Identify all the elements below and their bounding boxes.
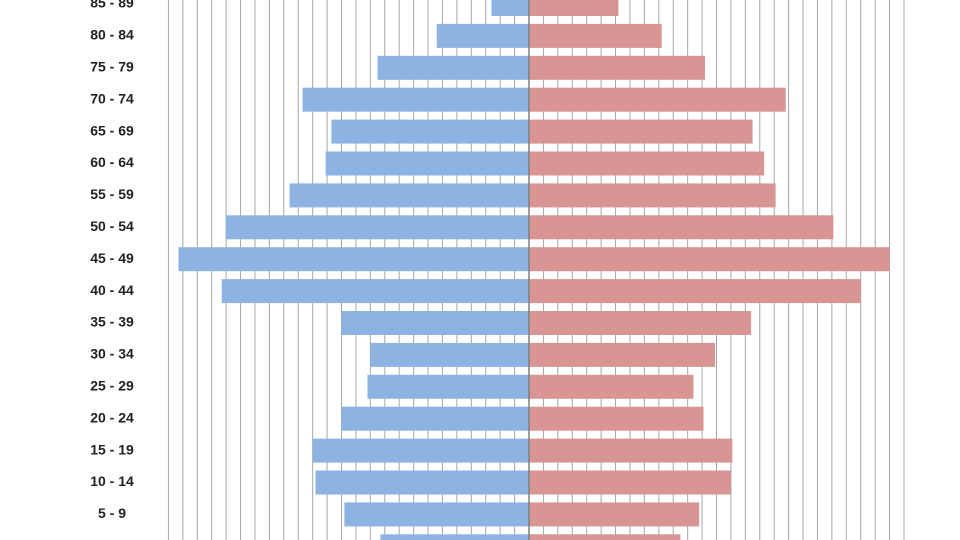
bar <box>529 55 705 80</box>
y-tick-label: 35 - 39 <box>90 314 134 330</box>
bar <box>312 438 529 463</box>
bar <box>529 279 861 304</box>
bar <box>302 87 529 112</box>
y-tick-label: 5 - 9 <box>98 505 126 521</box>
bar <box>529 87 786 112</box>
bar <box>331 119 529 144</box>
bar <box>341 311 529 335</box>
y-tick-label: 65 - 69 <box>90 122 134 138</box>
bar <box>529 215 834 240</box>
bar <box>529 470 731 495</box>
bar <box>380 534 529 540</box>
bar <box>367 374 529 399</box>
y-tick-label: 55 - 59 <box>90 186 134 202</box>
y-tick-label: 85 - 89 <box>90 0 134 11</box>
bar <box>529 502 700 527</box>
bar <box>529 406 704 431</box>
bar <box>529 23 662 48</box>
bar <box>436 23 529 48</box>
y-tick-label: 80 - 84 <box>90 27 134 43</box>
y-tick-label: 60 - 64 <box>90 154 134 170</box>
bar <box>529 374 694 399</box>
y-tick-label: 20 - 24 <box>90 409 134 425</box>
y-tick-label: 15 - 19 <box>90 441 134 457</box>
bar <box>529 151 765 176</box>
y-tick-label: 25 - 29 <box>90 378 134 394</box>
bar <box>344 502 529 527</box>
y-tick-label: 10 - 14 <box>90 473 134 489</box>
bar <box>341 406 529 431</box>
bar <box>529 119 753 144</box>
bar <box>325 151 529 176</box>
y-tick-label: 45 - 49 <box>90 250 134 266</box>
y-tick-label: 75 - 79 <box>90 59 134 75</box>
bar <box>226 215 529 240</box>
y-tick-label: 70 - 74 <box>90 90 134 106</box>
bar <box>529 247 890 272</box>
bar <box>377 55 529 80</box>
bar <box>529 183 776 208</box>
bar <box>178 247 529 272</box>
bar <box>221 279 530 304</box>
bar <box>529 342 716 367</box>
bar <box>289 183 529 208</box>
y-tick-label: 30 - 34 <box>90 346 134 362</box>
bar <box>529 311 752 335</box>
y-tick-label: 40 - 44 <box>90 282 134 298</box>
bar <box>529 0 619 16</box>
bar <box>315 470 529 495</box>
bar <box>491 0 529 16</box>
y-tick-label: 50 - 54 <box>90 218 134 234</box>
bar <box>370 342 529 367</box>
bar <box>529 438 733 463</box>
bar <box>529 534 681 540</box>
